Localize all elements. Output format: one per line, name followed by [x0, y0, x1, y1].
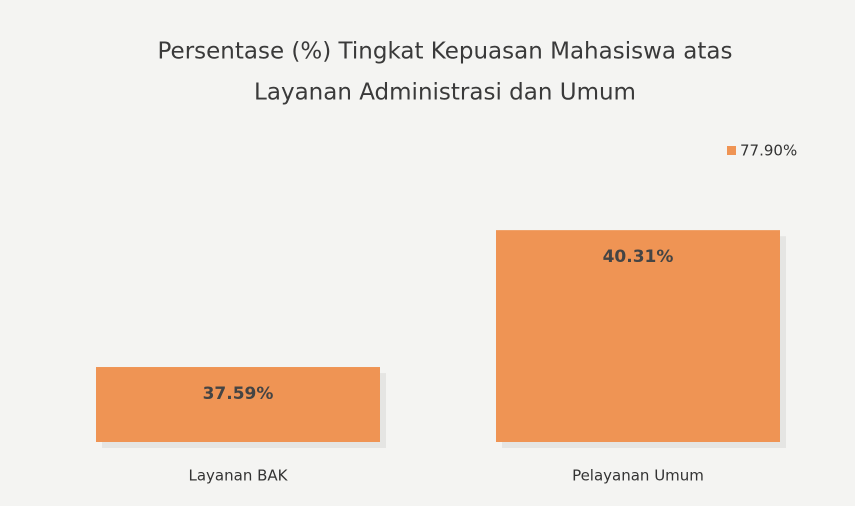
legend-label: 77.90%: [740, 142, 797, 160]
bar: [496, 230, 780, 442]
bar: [96, 367, 380, 442]
data-label: 37.59%: [203, 384, 274, 404]
data-label: 40.31%: [603, 247, 674, 267]
chart-title: Persentase (%) Tingkat Kepuasan Mahasisw…: [158, 39, 733, 65]
x-tick-label: Layanan BAK: [189, 467, 289, 485]
x-tick-label: Pelayanan Umum: [572, 467, 704, 485]
chart-title: Layanan Administrasi dan Umum: [254, 80, 636, 106]
legend-swatch: [727, 146, 736, 155]
